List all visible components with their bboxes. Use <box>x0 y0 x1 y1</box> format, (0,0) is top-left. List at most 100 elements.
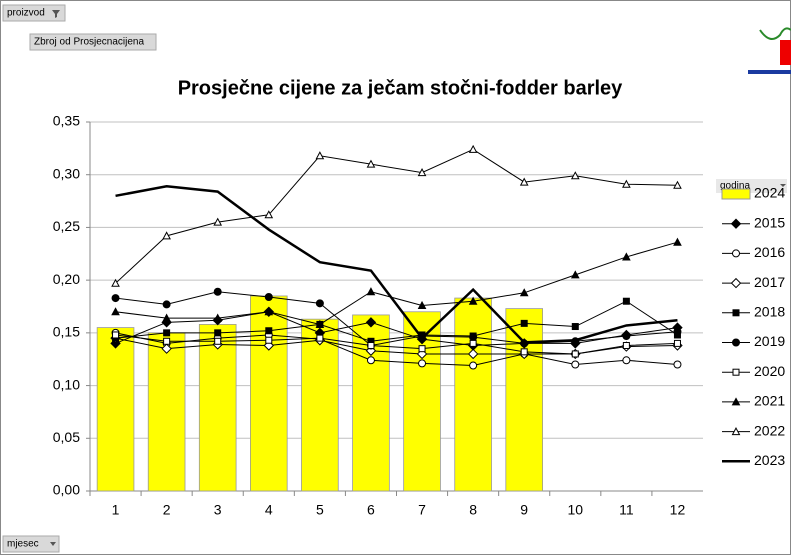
page-field-button[interactable] <box>2 4 66 22</box>
point <box>365 317 377 328</box>
point <box>673 360 682 369</box>
x-tick-label: 9 <box>520 502 528 518</box>
legend-label: 2020 <box>754 363 785 379</box>
point <box>571 350 579 358</box>
point <box>111 278 120 287</box>
point <box>418 359 427 368</box>
page-field: proizvod <box>7 8 45 19</box>
point <box>570 171 580 180</box>
legend-marker <box>731 397 741 406</box>
point <box>315 319 325 328</box>
point <box>417 168 427 177</box>
point <box>111 294 120 303</box>
legend-swatch <box>721 188 751 200</box>
point <box>673 339 681 347</box>
bar <box>301 318 339 492</box>
legend-marker <box>732 368 740 376</box>
point <box>265 336 273 344</box>
x-tick-label: 12 <box>670 502 686 518</box>
series-line <box>115 291 678 347</box>
point <box>213 217 223 226</box>
series-line <box>115 300 678 342</box>
point <box>622 179 631 188</box>
y-tick-label: 0,00 <box>53 482 80 498</box>
point <box>519 288 529 297</box>
legend-marker <box>730 277 742 289</box>
y-tick-label: 0,10 <box>53 376 80 392</box>
point <box>571 360 580 369</box>
point <box>469 339 477 347</box>
point <box>622 332 631 341</box>
y-tick-label: 0,15 <box>53 324 80 340</box>
point <box>315 151 325 160</box>
bar <box>454 297 492 492</box>
point <box>264 293 273 302</box>
legend-title: godina <box>720 181 750 192</box>
data-field: Zbroj od Prosjecnacijena <box>34 37 144 48</box>
point <box>468 296 478 305</box>
point <box>571 323 579 331</box>
y-tick-label: 0,05 <box>53 429 80 445</box>
legend-label: 2019 <box>754 333 785 349</box>
point <box>367 342 375 350</box>
legend-label: 2024 <box>754 185 785 201</box>
point <box>264 307 274 316</box>
point <box>417 300 427 309</box>
point <box>469 361 478 370</box>
legend-label: 2018 <box>754 304 785 320</box>
legend-marker <box>732 338 740 347</box>
point <box>214 337 222 345</box>
legend-label: 2017 <box>754 274 785 290</box>
legend-marker <box>730 218 742 229</box>
x-tick-label: 5 <box>316 502 324 518</box>
point <box>161 343 172 354</box>
point <box>264 210 274 219</box>
legend-label: 2016 <box>754 244 785 260</box>
chart-title: Prosječne cijene za ječam stočni-fodder … <box>178 77 623 99</box>
point <box>622 342 630 350</box>
x-tick-label: 6 <box>367 502 375 518</box>
bar <box>147 332 186 492</box>
point <box>162 300 171 309</box>
x-tick-label: 3 <box>214 502 222 518</box>
point <box>213 313 223 322</box>
legend-label: 2023 <box>754 452 785 468</box>
point <box>316 334 324 342</box>
point <box>673 180 682 189</box>
point <box>418 345 426 353</box>
point <box>467 348 479 360</box>
y-tick-label: 0,30 <box>53 165 80 181</box>
point <box>162 231 171 240</box>
axis-field-button[interactable] <box>2 535 60 553</box>
bar <box>96 327 135 492</box>
dropdown-arrow <box>780 184 786 187</box>
point <box>214 329 222 337</box>
series-line <box>115 185 678 344</box>
point <box>366 356 375 365</box>
series-line <box>115 332 678 367</box>
point <box>366 287 376 296</box>
x-tick-label: 10 <box>568 502 584 518</box>
point <box>163 337 171 345</box>
x-tick-label: 1 <box>112 502 120 518</box>
filter-icon <box>52 10 60 18</box>
series-line <box>115 311 678 347</box>
legend-marker <box>732 249 740 258</box>
x-tick-label: 2 <box>163 502 171 518</box>
legend-label: 2015 <box>754 214 785 230</box>
x-tick-label: 7 <box>418 502 426 518</box>
point <box>520 348 528 356</box>
point <box>111 307 120 316</box>
point <box>469 333 478 342</box>
point <box>112 331 120 339</box>
dropdown-arrow <box>50 542 56 546</box>
legend-label: 2022 <box>754 422 785 438</box>
point <box>673 327 682 336</box>
point <box>673 237 682 246</box>
point <box>265 327 273 335</box>
logo <box>748 27 791 74</box>
legend-marker <box>731 427 741 436</box>
point <box>468 144 478 153</box>
series-line <box>115 334 678 355</box>
